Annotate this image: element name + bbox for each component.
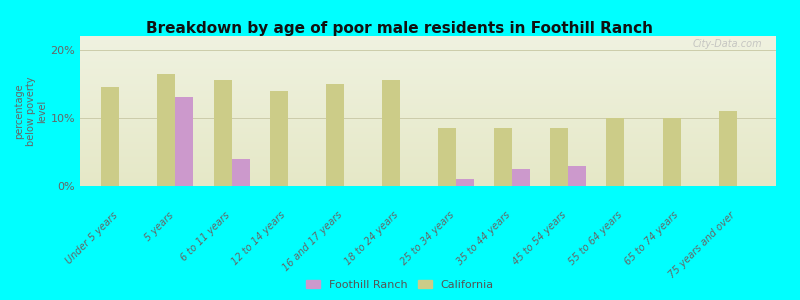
Text: Breakdown by age of poor male residents in Foothill Ranch: Breakdown by age of poor male residents …	[146, 21, 654, 36]
Bar	[456, 179, 474, 186]
Text: Under 5 years: Under 5 years	[63, 210, 119, 266]
Bar	[214, 80, 231, 186]
Text: City-Data.com: City-Data.com	[693, 39, 762, 49]
Bar	[494, 128, 512, 186]
Bar	[102, 87, 119, 186]
Text: 16 and 17 years: 16 and 17 years	[281, 210, 344, 273]
Bar	[270, 91, 288, 186]
Legend: Foothill Ranch, California: Foothill Ranch, California	[302, 275, 498, 294]
Bar	[550, 128, 568, 186]
Text: 65 to 74 years: 65 to 74 years	[623, 210, 681, 267]
Text: 5 years: 5 years	[142, 210, 175, 243]
Text: 12 to 14 years: 12 to 14 years	[230, 210, 288, 267]
Bar	[326, 84, 344, 186]
Text: 6 to 11 years: 6 to 11 years	[178, 210, 231, 263]
Bar	[175, 98, 194, 186]
Bar	[606, 118, 625, 186]
Bar	[568, 166, 586, 186]
Bar	[718, 111, 737, 186]
Bar	[512, 169, 530, 186]
Bar	[231, 159, 250, 186]
Text: 75 years and over: 75 years and over	[666, 210, 737, 280]
Bar	[662, 118, 681, 186]
Bar	[438, 128, 456, 186]
Text: 18 to 24 years: 18 to 24 years	[342, 210, 400, 267]
Text: 55 to 64 years: 55 to 64 years	[567, 210, 625, 267]
Bar	[158, 74, 175, 186]
Text: 35 to 44 years: 35 to 44 years	[455, 210, 512, 267]
Y-axis label: percentage
below poverty
level: percentage below poverty level	[14, 76, 48, 146]
Text: 25 to 34 years: 25 to 34 years	[398, 210, 456, 267]
Bar	[382, 80, 400, 186]
Text: 45 to 54 years: 45 to 54 years	[511, 210, 568, 267]
